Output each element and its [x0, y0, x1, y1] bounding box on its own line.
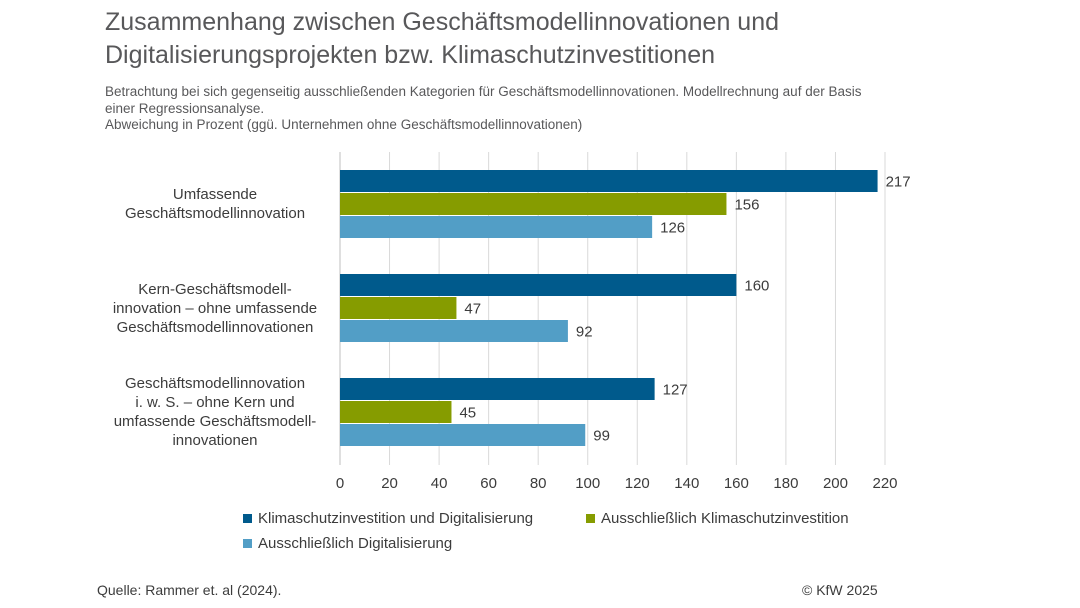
bar — [340, 378, 655, 400]
category-label-line: i. w. S. – ohne Kern und — [135, 394, 295, 411]
chart-title-line-1: Zusammenhang zwischen Geschäftsmodellinn… — [105, 8, 779, 36]
x-tick-label: 80 — [530, 475, 547, 492]
category-label: Geschäftsmodellinnovation i. w. S. – ohne… — [95, 374, 335, 450]
x-tick-label: 20 — [381, 475, 398, 492]
bar — [340, 170, 878, 192]
chart-title-line-2: Digitalisierungsprojekten bzw. Klimaschu… — [105, 41, 716, 69]
category-label-line: Umfassende — [172, 186, 258, 203]
bar-value-label: 126 — [660, 220, 685, 237]
legend-swatch — [243, 514, 252, 523]
legend-swatch — [586, 514, 595, 523]
x-tick-label: 60 — [480, 475, 497, 492]
legend-item: Klimaschutzinvestition und Digitalisieru… — [243, 510, 533, 527]
bar — [340, 401, 452, 423]
legend-item: Ausschließlich Digitalisierung — [243, 535, 452, 552]
category-label-line: innovation – ohne umfassende — [112, 299, 318, 317]
bar-value-label: 156 — [734, 197, 759, 214]
x-tick-label: 220 — [872, 475, 897, 492]
x-tick-label: 180 — [773, 475, 798, 492]
bar-value-label: 99 — [593, 428, 610, 445]
category-label: Umfassende Geschäftsmodellinnovation — [95, 185, 335, 223]
category-label-line: Geschäftsmodellinnovationen — [116, 318, 314, 336]
category-label-line: innovationen — [172, 432, 258, 449]
legend-item: Ausschließlich Klimaschutzinvestition — [586, 510, 849, 527]
category-label-line: umfassende Geschäftsmodell- — [113, 413, 317, 430]
x-tick-label: 120 — [625, 475, 650, 492]
bar-value-label: 160 — [744, 278, 769, 295]
x-tick-label: 160 — [724, 475, 749, 492]
bar — [340, 274, 737, 296]
category-label-line: Geschäftsmodellinnovation — [124, 375, 306, 392]
bar — [340, 193, 727, 215]
subtitle-line-3: Abweichung in Prozent (ggü. Unternehmen … — [105, 117, 583, 132]
bar-value-label: 47 — [464, 301, 481, 318]
subtitle-line-1: Betrachtung bei sich gegenseitig ausschl… — [105, 84, 862, 99]
category-label: Kern-Geschäftsmodell-innovation – ohne u… — [95, 280, 335, 337]
bar-value-label: 92 — [576, 324, 593, 341]
bar-value-label: 45 — [459, 405, 476, 422]
legend-label: Ausschließlich Digitalisierung — [258, 535, 453, 552]
x-tick-label: 0 — [336, 475, 344, 492]
category-label-line: Kern-Geschäftsmodell- — [138, 280, 292, 298]
chart-title: Zusammenhang zwischen Geschäftsmodellinn… — [105, 6, 1005, 72]
copyright-note: © KfW 2025 — [802, 582, 878, 598]
source-note: Quelle: Rammer et. al (2024). — [97, 582, 282, 598]
category-label-line: Geschäftsmodellinnovation — [124, 205, 306, 222]
x-tick-label: 100 — [575, 475, 600, 492]
x-tick-label: 40 — [431, 475, 448, 492]
bar — [340, 320, 568, 342]
legend-label: Ausschließlich Klimaschutzinvestition — [601, 510, 849, 527]
bar-value-label: 217 — [886, 174, 911, 191]
chart-subtitle: Betrachtung bei sich gegenseitig ausschl… — [105, 84, 945, 134]
subtitle-line-2: einer Regressionsanalyse. — [105, 100, 265, 116]
x-tick-label: 200 — [823, 475, 848, 492]
bar — [340, 424, 586, 446]
legend-label: Klimaschutzinvestition und Digitalisieru… — [258, 510, 534, 527]
legend-swatch — [243, 539, 252, 548]
x-tick-label: 140 — [674, 475, 699, 492]
bar — [340, 216, 653, 238]
bar-value-label: 127 — [663, 382, 688, 399]
bar — [340, 297, 457, 319]
